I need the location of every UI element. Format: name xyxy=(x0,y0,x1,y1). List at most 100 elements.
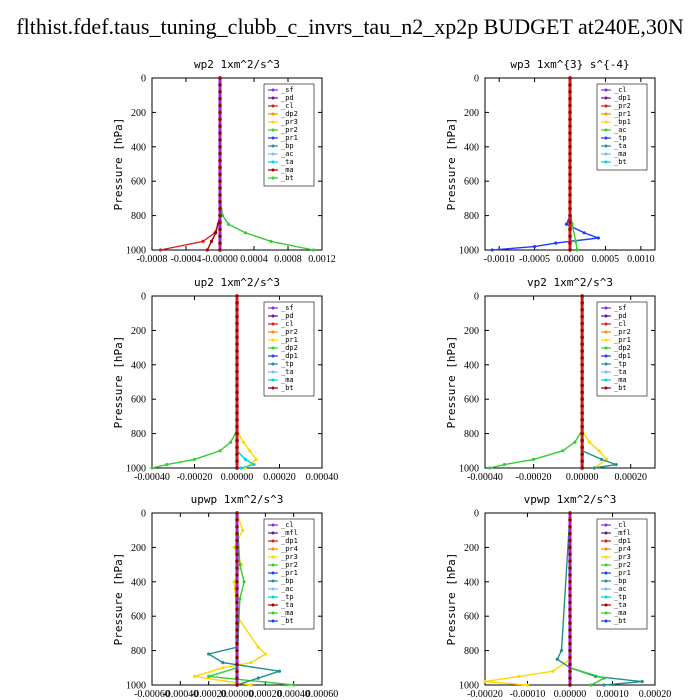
zero-line-marker xyxy=(568,110,572,115)
legend-marker xyxy=(271,144,275,148)
zero-line-marker xyxy=(580,418,584,422)
zero-line-marker xyxy=(568,179,572,183)
zero-line-marker xyxy=(218,172,222,177)
y-tick-label: 200 xyxy=(131,326,146,337)
legend-entry: _tp xyxy=(281,360,294,368)
legend-entry: _ma xyxy=(614,376,627,384)
series-marker xyxy=(205,248,209,252)
series-marker xyxy=(254,457,258,461)
x-tick-label: -0.0010 xyxy=(484,254,515,265)
plot-title: wp3 1xm^{3} s^{-4} xyxy=(510,58,629,71)
series-line xyxy=(492,78,599,251)
series-marker xyxy=(517,674,521,679)
y-tick-label: 200 xyxy=(131,108,146,119)
series-marker xyxy=(238,563,242,567)
zero-line-marker xyxy=(568,518,572,522)
y-tick-label: 400 xyxy=(464,142,479,153)
zero-line-marker xyxy=(580,445,584,450)
zero-line-marker xyxy=(235,404,239,408)
legend-entry: _dp1 xyxy=(281,352,298,360)
legend-marker xyxy=(604,563,608,567)
x-tick-label: 0.0005 xyxy=(592,254,620,265)
legend-marker xyxy=(604,144,608,148)
zero-line-marker xyxy=(568,676,572,680)
zero-line-marker xyxy=(568,206,572,211)
zero-line-marker xyxy=(568,151,572,156)
zero-line-marker xyxy=(580,424,584,429)
legend-entry: _bp xyxy=(281,577,294,585)
legend-entry: _pr1 xyxy=(614,336,631,344)
legend-marker xyxy=(271,88,275,92)
x-tick-label: -0.00040 xyxy=(467,472,503,483)
legend-entry: _sf xyxy=(281,86,294,94)
zero-line-marker xyxy=(218,200,222,204)
legend-marker xyxy=(271,120,275,124)
legend-entry: _pr1 xyxy=(281,569,298,577)
zero-line-marker xyxy=(235,524,239,529)
legend-entry: _mfl xyxy=(281,529,298,537)
zero-line-marker xyxy=(580,376,584,381)
plot-frame xyxy=(151,77,323,251)
x-tick-label: -0.00020 xyxy=(516,472,552,483)
legend-marker xyxy=(271,587,275,591)
y-tick-label: 800 xyxy=(131,211,146,222)
x-tick-label: -0.00040 xyxy=(162,689,198,700)
zero-line-marker xyxy=(568,655,572,660)
legend-marker xyxy=(604,603,608,607)
zero-line-marker xyxy=(235,342,239,346)
x-tick-label: 0.0012 xyxy=(308,254,336,265)
zero-line-marker xyxy=(568,193,572,197)
zero-line-marker xyxy=(218,76,222,80)
zero-line-marker xyxy=(235,321,239,326)
y-tick-label: 1000 xyxy=(126,246,146,257)
legend-marker xyxy=(604,595,608,599)
zero-line-marker xyxy=(568,607,572,612)
legend-marker xyxy=(271,595,275,599)
zero-line-marker xyxy=(568,531,572,536)
zero-line-marker xyxy=(235,445,239,450)
x-tick-label: -0.0005 xyxy=(519,254,550,265)
legend-entry: _cl xyxy=(614,320,627,328)
zero-line-marker xyxy=(235,328,239,333)
x-tick-label: -0.00040 xyxy=(134,472,170,483)
zero-line-marker xyxy=(235,369,239,374)
zero-line-marker xyxy=(568,662,572,667)
zero-line-marker xyxy=(218,165,222,170)
legend-entry: _pr1 xyxy=(281,336,298,344)
legend-marker xyxy=(271,314,275,318)
zero-line-marker xyxy=(568,566,572,570)
series-marker xyxy=(220,214,225,218)
zero-line-marker xyxy=(235,376,239,381)
legend-marker xyxy=(271,354,275,358)
x-tick-label: 0.00000 xyxy=(566,472,599,483)
y-axis-label: Pressure [hPa] xyxy=(445,118,458,211)
zero-line-marker xyxy=(568,213,572,218)
y-tick-label: 800 xyxy=(464,429,479,440)
series-marker xyxy=(551,669,555,673)
zero-line-marker xyxy=(568,635,572,639)
figure-title: flthist.fdef.taus_tuning_clubb_c_invrs_t… xyxy=(16,14,684,39)
series-marker xyxy=(602,676,606,680)
plot-title: wp2 1xm^2/s^3 xyxy=(194,58,280,71)
legend-marker xyxy=(604,611,608,615)
legend-entry: _dp1 xyxy=(614,352,631,360)
zero-line-marker xyxy=(235,356,239,360)
x-tick-label: 0.0008 xyxy=(274,254,302,265)
legend-marker xyxy=(604,619,608,623)
x-tick-label: 0.00020 xyxy=(249,689,282,700)
legend-marker xyxy=(271,611,275,615)
series-marker xyxy=(241,528,245,532)
legend-marker xyxy=(604,523,608,527)
series-marker xyxy=(241,440,245,444)
legend-entry: _mfl xyxy=(614,529,631,537)
zero-line-marker xyxy=(568,524,572,529)
legend-entry: _ac xyxy=(281,150,294,158)
y-tick-label: 400 xyxy=(464,360,479,371)
zero-line-marker xyxy=(568,83,572,87)
series-marker xyxy=(292,683,296,687)
series-marker xyxy=(239,466,243,470)
legend-marker xyxy=(604,555,608,559)
legend-entry: _dp2 xyxy=(281,110,298,118)
zero-line-marker xyxy=(235,559,239,563)
